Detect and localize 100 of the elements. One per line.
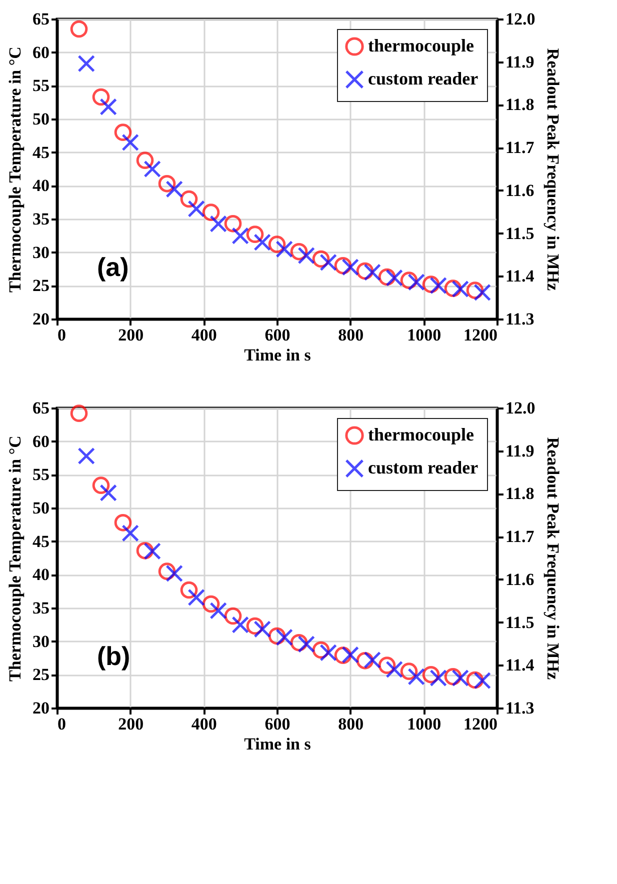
x-tick-label: 600 <box>264 326 290 344</box>
x-tick-label: 1000 <box>407 326 442 344</box>
y-tick-label: 25 <box>32 665 50 684</box>
y-tick-label: 50 <box>32 110 50 128</box>
x-tick-label: 400 <box>191 714 217 734</box>
point <box>180 581 198 599</box>
point <box>224 215 242 232</box>
point <box>386 660 403 678</box>
point <box>70 404 88 422</box>
point <box>180 190 198 208</box>
point <box>78 54 95 72</box>
point <box>92 476 110 494</box>
x-tick-label: 0 <box>58 326 66 344</box>
y2-tick-label: 12.0 <box>506 10 536 28</box>
point <box>268 236 286 253</box>
point <box>474 284 491 302</box>
point <box>122 524 139 542</box>
point <box>114 124 132 141</box>
y2-tick-label: 12.0 <box>506 398 536 418</box>
y-tick-label: 20 <box>32 698 50 718</box>
point <box>320 644 337 662</box>
point <box>364 264 381 281</box>
point <box>276 240 293 258</box>
y-tick-label: 45 <box>32 142 50 162</box>
y-tick-label: 30 <box>32 632 50 651</box>
point <box>224 607 242 625</box>
point <box>100 98 117 116</box>
annotation: (a) <box>97 252 129 282</box>
legend-label: custom reader <box>368 68 478 88</box>
point <box>92 88 110 106</box>
point <box>246 226 264 243</box>
annotation: (b) <box>97 641 130 671</box>
y-tick-label: 20 <box>32 310 50 328</box>
y2-tick-label: 11.7 <box>506 138 535 158</box>
y2-tick-label: 11.8 <box>506 484 534 504</box>
x-tick-label: 400 <box>191 326 217 344</box>
point <box>430 669 447 687</box>
legend-label: custom reader <box>368 458 478 478</box>
y-tick-label: 50 <box>32 498 50 518</box>
x-axis-title: Time in s <box>244 346 312 364</box>
point <box>386 269 403 287</box>
point <box>452 280 469 298</box>
y2-tick-label: 11.9 <box>506 441 534 460</box>
y2-tick-label: 11.6 <box>506 180 534 200</box>
point <box>158 175 176 192</box>
x-tick-label: 800 <box>338 714 364 734</box>
point <box>452 669 469 687</box>
point <box>188 200 205 218</box>
point <box>144 160 161 178</box>
point <box>136 152 154 169</box>
y-tick-label: 40 <box>32 565 50 584</box>
y-axis-title: Thermocouple Temperature in °C <box>6 436 24 682</box>
y2-tick-label: 11.3 <box>506 698 534 718</box>
point <box>364 651 381 669</box>
y2-tick-label: 11.3 <box>506 310 534 328</box>
y-tick-label: 60 <box>32 432 50 451</box>
point <box>408 273 425 291</box>
y2-tick-label: 11.5 <box>506 224 534 243</box>
y2-tick-label: 11.8 <box>506 95 534 114</box>
point <box>210 602 227 620</box>
point <box>210 215 227 233</box>
point <box>232 227 249 245</box>
y2-tick-label: 11.6 <box>506 570 534 589</box>
point <box>100 484 117 502</box>
x-tick-label: 800 <box>338 326 364 344</box>
point <box>188 588 205 606</box>
y-tick-label: 35 <box>32 598 50 618</box>
legend-label: thermocouple <box>368 36 474 56</box>
y-axis-title: Thermocouple Temperature in °C <box>6 46 24 292</box>
x-axis-title: Time in s <box>244 734 312 754</box>
x-tick-label: 1200 <box>464 326 498 344</box>
point <box>298 246 315 264</box>
point <box>114 514 132 532</box>
x-tick-label: 1000 <box>407 714 442 734</box>
point <box>232 616 249 634</box>
point <box>430 276 447 294</box>
y2-tick-label: 11.9 <box>506 52 534 72</box>
x-tick-label: 600 <box>264 714 290 734</box>
x-tick-label: 1200 <box>464 714 498 734</box>
point <box>320 254 337 272</box>
x-tick-label: 200 <box>118 714 144 734</box>
y-tick-label: 60 <box>32 42 50 62</box>
x-tick-label: 0 <box>58 714 66 734</box>
point <box>298 635 315 653</box>
point <box>408 668 425 686</box>
point <box>166 564 183 582</box>
y-tick-label: 30 <box>32 242 50 262</box>
y2-tick-label: 11.7 <box>506 527 535 546</box>
y-tick-label: 35 <box>32 210 50 228</box>
point <box>342 258 359 276</box>
y-tick-label: 55 <box>32 76 50 96</box>
y-tick-label: 40 <box>32 176 50 196</box>
point <box>122 134 139 152</box>
point <box>400 662 418 680</box>
point <box>342 646 359 664</box>
y2-axis-title: Readout Peak Frequency in MHz <box>543 48 562 292</box>
y2-axis-title: Readout Peak Frequency in MHz <box>543 437 562 680</box>
x-tick-label: 200 <box>118 326 144 344</box>
point <box>474 672 491 690</box>
y2-tick-label: 11.4 <box>506 656 535 675</box>
